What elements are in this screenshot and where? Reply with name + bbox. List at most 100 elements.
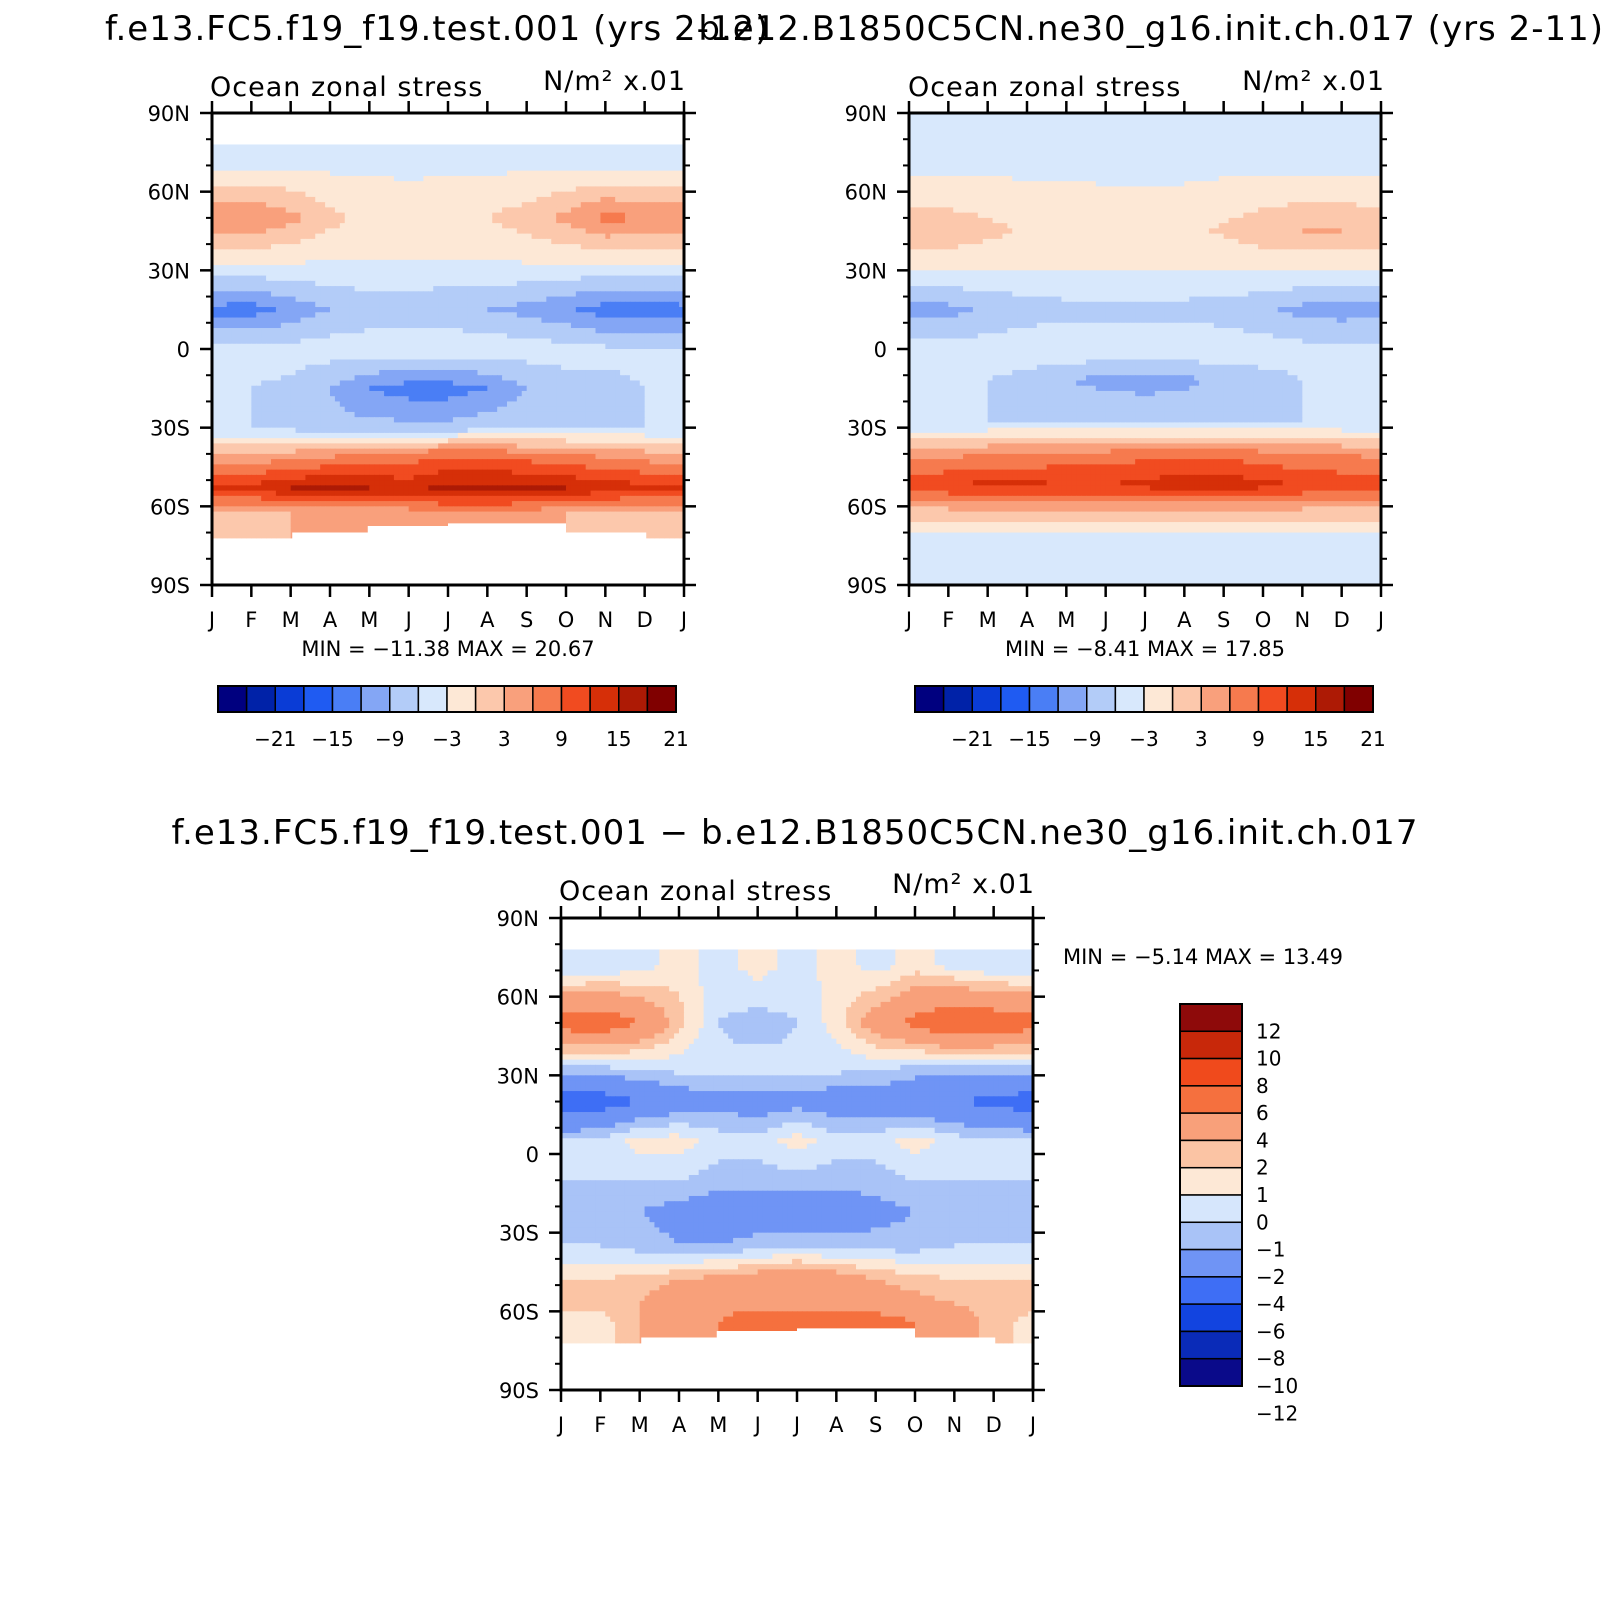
contour-cell — [478, 171, 484, 177]
contour-cell — [271, 197, 277, 203]
contour-cell — [414, 255, 420, 261]
contour-cell — [266, 349, 272, 355]
contour-cell — [473, 213, 479, 219]
contour-cell — [242, 234, 248, 240]
contour-cell — [276, 354, 282, 360]
contour-cell — [237, 286, 243, 292]
contour-cell — [561, 213, 567, 219]
contour-cell — [256, 291, 262, 297]
contour-cell — [310, 228, 316, 234]
contour-cell — [591, 312, 597, 318]
contour-cell — [423, 155, 429, 161]
contour-cell — [591, 265, 597, 271]
contour-cell — [541, 323, 547, 329]
contour-cell — [473, 165, 479, 171]
contour-cell — [502, 344, 508, 350]
contour-cell — [581, 239, 587, 245]
contour-cell — [409, 181, 415, 187]
contour-cell — [645, 359, 651, 365]
contour-cell — [630, 312, 636, 318]
contour-cell — [399, 249, 405, 255]
contour-cell — [659, 171, 665, 177]
contour-cell — [335, 270, 341, 276]
contour-cell — [404, 307, 410, 313]
contour-cell — [419, 155, 425, 161]
contour-cell — [428, 239, 434, 245]
contour-cell — [428, 333, 434, 339]
contour-cell — [517, 344, 523, 350]
contour-cell — [305, 359, 311, 365]
contour-cell — [463, 386, 469, 392]
contour-cell — [669, 144, 675, 150]
contour-cell — [448, 150, 454, 156]
contour-cell — [399, 312, 405, 318]
contour-cell — [360, 375, 366, 381]
contour-cell — [551, 186, 557, 192]
contour-cell — [468, 386, 474, 392]
contour-cell — [576, 365, 582, 371]
contour-cell — [286, 396, 292, 402]
contour-cell — [541, 186, 547, 192]
contour-cell — [659, 312, 665, 318]
contour-cell — [251, 291, 257, 297]
contour-cell — [512, 155, 518, 161]
contour-cell — [364, 333, 370, 339]
contour-cell — [620, 281, 626, 287]
contour-cell — [591, 223, 597, 229]
contour-cell — [600, 375, 606, 381]
contour-cell — [261, 223, 267, 229]
contour-cell — [305, 286, 311, 292]
contour-cell — [581, 354, 587, 360]
contour-cell — [482, 255, 488, 261]
contour-cell — [251, 197, 257, 203]
contour-cell — [394, 181, 400, 187]
contour-cell — [537, 302, 543, 308]
contour-cell — [423, 323, 429, 329]
contour-cell — [482, 328, 488, 334]
contour-cell — [286, 176, 292, 182]
contour-cell — [364, 370, 370, 376]
contour-cell — [541, 318, 547, 324]
contour-cell — [296, 328, 302, 334]
contour-cell — [586, 192, 592, 198]
contour-cell — [561, 380, 567, 386]
contour-cell — [217, 249, 223, 255]
contour-cell — [271, 297, 277, 303]
contour-cell — [301, 265, 307, 271]
contour-cell — [463, 370, 469, 376]
contour-cell — [448, 302, 454, 308]
contour-cell — [350, 265, 356, 271]
contour-cell — [630, 155, 636, 161]
contour-cell — [487, 396, 493, 402]
contour-cell — [630, 286, 636, 292]
contour-cell — [522, 354, 528, 360]
contour-cell — [561, 354, 567, 360]
contour-cell — [404, 249, 410, 255]
contour-cell — [512, 234, 518, 240]
contour-cell — [340, 286, 346, 292]
contour-cell — [591, 333, 597, 339]
contour-cell — [389, 160, 395, 166]
contour-cell — [512, 186, 518, 192]
contour-cell — [546, 307, 552, 313]
contour-cell — [561, 192, 567, 198]
contour-cell — [438, 307, 444, 313]
contour-cell — [630, 344, 636, 350]
contour-cell — [384, 223, 390, 229]
contour-cell — [468, 297, 474, 303]
contour-cell — [389, 197, 395, 203]
contour-cell — [433, 286, 439, 292]
contour-cell — [335, 359, 341, 365]
contour-cell — [468, 234, 474, 240]
contour-cell — [222, 307, 228, 313]
contour-cell — [340, 181, 346, 187]
contour-cell — [246, 349, 252, 355]
contour-cell — [581, 213, 587, 219]
contour-cell — [345, 344, 351, 350]
contour-cell — [532, 380, 538, 386]
contour-cell — [566, 297, 572, 303]
contour-cell — [423, 328, 429, 334]
contour-cell — [310, 239, 316, 245]
contour-cell — [497, 218, 503, 224]
contour-cell — [586, 181, 592, 187]
